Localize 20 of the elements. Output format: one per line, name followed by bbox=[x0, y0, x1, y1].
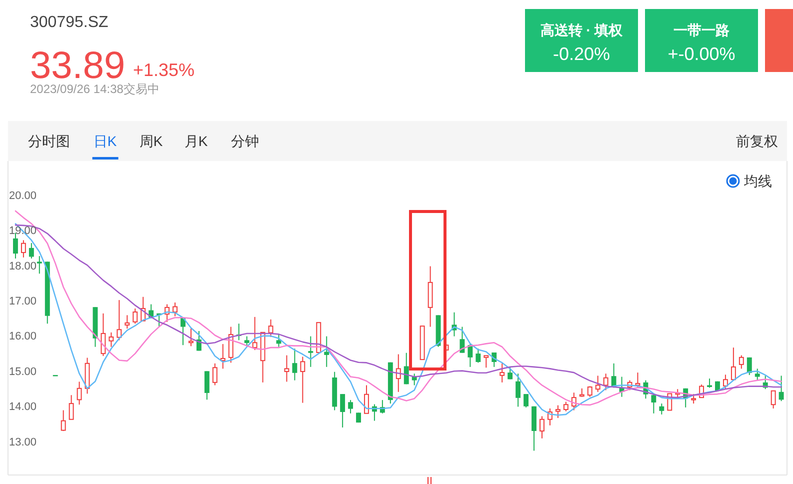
tab-label: 周K bbox=[139, 133, 163, 149]
tab-label: 前复权 bbox=[736, 133, 778, 149]
tag-label: 一带一路 bbox=[674, 22, 730, 38]
y-tick-label: 20.00 bbox=[9, 190, 37, 202]
y-tick-label: 16.00 bbox=[9, 330, 37, 343]
tag-value-label: +-0.00% bbox=[668, 44, 736, 64]
y-tick-label: 18.00 bbox=[9, 260, 37, 272]
legend-label: 均线 bbox=[744, 173, 772, 189]
y-tick-label: 15.00 bbox=[9, 366, 37, 378]
y-tick-label: 17.00 bbox=[9, 295, 37, 308]
tab-label: 分时图 bbox=[28, 133, 70, 149]
tab-label: 月K bbox=[184, 133, 208, 149]
tag-value-label: -0.20% bbox=[552, 44, 610, 64]
y-tick-label: 14.00 bbox=[9, 401, 37, 414]
title: 300795.SZ bbox=[30, 14, 108, 31]
price-change-label: +1.35% bbox=[133, 60, 195, 80]
tag-label: 高送转 · 填权 bbox=[540, 22, 623, 38]
tab-label: 分钟 bbox=[231, 133, 259, 149]
tab-label: 日K bbox=[93, 133, 117, 149]
y-tick-label: 13.00 bbox=[9, 436, 37, 448]
